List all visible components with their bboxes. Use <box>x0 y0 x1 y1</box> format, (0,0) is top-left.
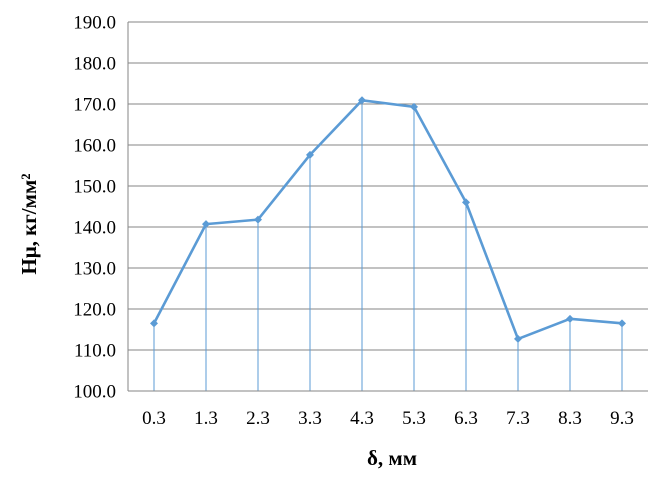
x-tick-label: 7.3 <box>506 408 530 429</box>
y-tick-labels: 100.0 110.0 120.0 130.0 140.0 150.0 160.0 170.0… <box>73 13 116 403</box>
x-tick-label: 4.3 <box>350 408 374 429</box>
y-tick-label: 180.0 <box>73 54 116 75</box>
y-tick-label: 190.0 <box>73 13 116 34</box>
y-tick-label: 110.0 <box>74 341 116 362</box>
data-point-marker <box>410 102 418 111</box>
data-point-marker <box>254 215 262 224</box>
y-tick-label: 100.0 <box>73 382 116 403</box>
data-point-marker <box>358 96 366 105</box>
data-point-marker <box>462 198 470 207</box>
series <box>150 96 626 343</box>
x-tick-labels: 0.3 1.3 2.3 3.3 4.3 5.3 6.3 7.3 8.3 9.3 <box>142 408 634 429</box>
x-tick-label: 5.3 <box>402 408 426 429</box>
data-point-marker <box>514 334 522 343</box>
data-point-marker <box>618 319 626 328</box>
drop-lines <box>153 100 623 391</box>
y-axis-title: Hμ, кг/мм² <box>17 173 41 274</box>
axes <box>127 22 648 392</box>
y-tick-label: 120.0 <box>73 300 116 321</box>
y-tick-label: 150.0 <box>73 177 116 198</box>
x-tick-label: 1.3 <box>194 408 218 429</box>
x-tick-label: 0.3 <box>142 408 166 429</box>
x-axis-title: δ, мм <box>367 446 417 470</box>
y-tick-label: 170.0 <box>73 95 116 116</box>
y-tick-label: 160.0 <box>73 136 116 157</box>
y-tick-label: 140.0 <box>73 218 116 239</box>
x-tick-label: 8.3 <box>558 408 582 429</box>
x-tick-label: 9.3 <box>610 408 634 429</box>
x-tick-label: 3.3 <box>298 408 322 429</box>
x-tick-label: 2.3 <box>246 408 270 429</box>
data-point-marker <box>306 150 314 159</box>
series-line <box>152 99 623 341</box>
x-tick-label: 6.3 <box>454 408 478 429</box>
data-point-marker <box>202 220 210 229</box>
gridlines <box>128 21 648 351</box>
data-point-marker <box>566 314 574 323</box>
data-point-marker <box>150 319 158 328</box>
y-tick-label: 130.0 <box>73 259 116 280</box>
